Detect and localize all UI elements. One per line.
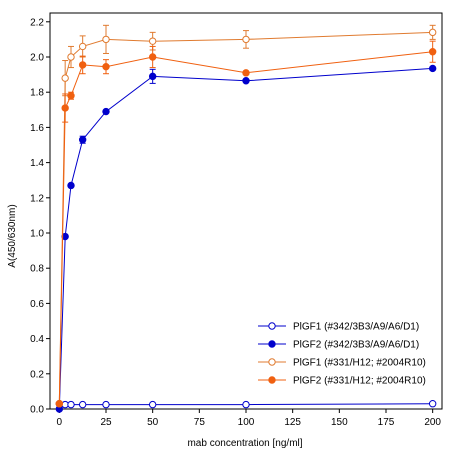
data-point [102, 107, 110, 116]
legend-item: PlGF1 (#331/H12; #2004R10) [258, 358, 426, 369]
series-2 [55, 64, 437, 413]
legend-item: PlGF1 (#342/3B3/A9/A6/D1) [258, 322, 419, 333]
legend-item: PlGF2 (#342/3B3/A9/A6/D1) [258, 340, 419, 351]
y-tick-label: 0.2 [30, 369, 44, 380]
data-point [61, 74, 69, 82]
y-tick-label: 1.4 [30, 158, 44, 169]
x-tick-label: 25 [100, 417, 112, 428]
x-tick-label: 125 [284, 417, 301, 428]
y-tick-label: 1.8 [30, 88, 44, 99]
data-point [78, 42, 87, 51]
data-point [78, 136, 87, 144]
series-layer [55, 24, 437, 413]
x-tick-label: 75 [194, 417, 206, 428]
series-3 [55, 24, 437, 408]
legend: PlGF1 (#342/3B3/A9/A6/D1) PlGF2 (#342/3B3… [258, 322, 426, 387]
y-tick-label: 1.2 [30, 193, 44, 204]
x-tick-label: 100 [238, 417, 255, 428]
data-point [67, 92, 75, 100]
data-point [102, 62, 110, 71]
legend-label: PlGF1 (#342/3B3/A9/A6/D1) [293, 322, 419, 333]
data-point [148, 72, 157, 81]
data-point [428, 64, 437, 73]
data-point [242, 77, 250, 85]
data-point [102, 35, 110, 44]
data-point [61, 104, 69, 112]
legend-label: PlGF2 (#342/3B3/A9/A6/D1) [293, 340, 419, 351]
legend-item: PlGF2 (#331/H12; #2004R10) [258, 376, 426, 387]
data-point [148, 37, 157, 45]
data-point [148, 400, 157, 409]
y-tick-label: 0.6 [30, 299, 44, 310]
data-point [55, 400, 64, 408]
x-tick-label: 200 [424, 417, 441, 428]
x-axis-label: mab concentration [ng/ml] [187, 438, 302, 449]
y-tick-label: 0.8 [30, 264, 44, 275]
legend-label: PlGF2 (#331/H12; #2004R10) [293, 376, 426, 387]
y-tick-label: 2.2 [30, 17, 44, 28]
legend-marker [268, 340, 276, 348]
x-tick-label: 175 [378, 417, 395, 428]
series-line [58, 67, 433, 410]
legend-marker [268, 322, 276, 330]
y-tick-label: 1.0 [30, 229, 44, 240]
x-tick-label: 150 [331, 417, 348, 428]
legend-marker [268, 376, 276, 384]
legend-label: PlGF1 (#331/H12; #2004R10) [293, 358, 426, 369]
x-tick-label: 50 [147, 417, 159, 428]
y-tick-label: 0.0 [30, 405, 44, 416]
y-ticks: 0.0 0.2 0.4 0.6 0.8 1.0 1.2 1.4 1.6 1.8 2.0 2.2 [30, 17, 50, 416]
series-1 [55, 400, 437, 409]
data-point [78, 61, 87, 69]
data-point [67, 181, 75, 190]
data-point [242, 400, 250, 409]
series-4 [55, 40, 437, 408]
data-point [78, 400, 87, 409]
data-point [428, 28, 437, 37]
data-point [242, 69, 250, 77]
x-tick-label: 0 [57, 417, 63, 428]
legend-marker [268, 358, 276, 366]
y-tick-label: 2.0 [30, 53, 44, 64]
data-point [67, 53, 75, 61]
data-point [242, 35, 250, 44]
data-point [102, 400, 110, 409]
data-point [148, 53, 157, 61]
y-tick-label: 1.6 [30, 123, 44, 134]
y-axis-label: A(450/630nm) [7, 204, 18, 267]
data-point [67, 400, 75, 409]
data-point [428, 48, 437, 56]
x-ticks: 0 25 50 75 100 125 150 175 200 [57, 409, 441, 428]
y-tick-label: 0.4 [30, 334, 44, 345]
data-point [428, 400, 437, 408]
